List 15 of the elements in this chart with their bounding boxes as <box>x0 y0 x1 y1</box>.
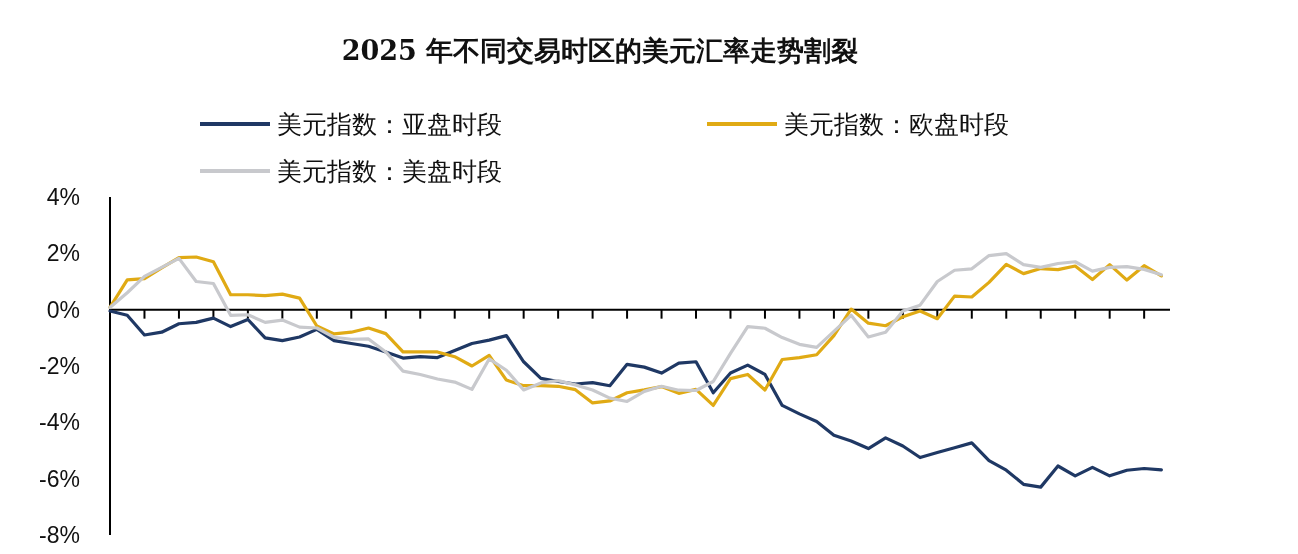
y-tick-label: -8% <box>39 522 80 548</box>
y-tick-label: 0% <box>46 296 80 323</box>
y-tick-label: 4% <box>46 184 80 210</box>
y-tick-label: -4% <box>39 409 80 436</box>
y-tick-label: -6% <box>39 465 80 492</box>
y-tick-label: -2% <box>39 353 80 379</box>
y-tick-label: 2% <box>46 240 80 267</box>
legend-label: 美元指数：欧盘时段 <box>784 110 1009 139</box>
chart-title: 2025 年不同交易时区的美元汇率走势割裂 <box>341 35 859 66</box>
line-series <box>108 309 1163 489</box>
legend-item: 美元指数：美盘时段 <box>200 157 502 186</box>
legend-label: 美元指数：亚盘时段 <box>277 110 502 139</box>
legend-label: 美元指数：美盘时段 <box>277 157 502 186</box>
legend-item: 美元指数：亚盘时段 <box>200 110 502 139</box>
legend-item: 美元指数：欧盘时段 <box>707 110 1009 139</box>
